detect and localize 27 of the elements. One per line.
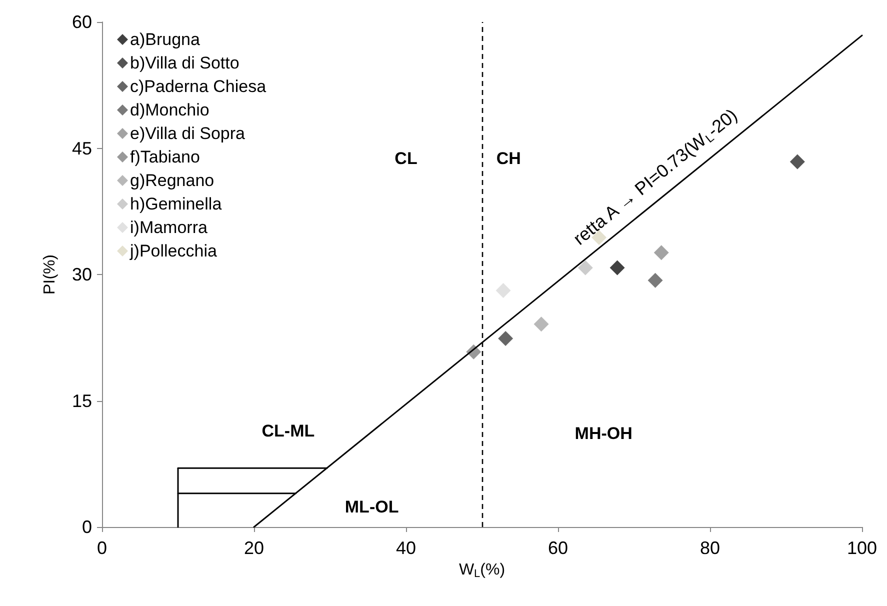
legend-label: c)Paderna Chiesa: [130, 77, 267, 96]
annotation: ML-OL: [344, 497, 399, 516]
y-tick-label: 45: [72, 138, 92, 158]
legend-label: a)Brugna: [130, 30, 200, 49]
legend-label: e)Villa di Sopra: [130, 124, 246, 143]
legend-label: h)Geminella: [130, 194, 222, 214]
x-tick-label: 20: [244, 538, 264, 558]
annotation: CH: [496, 148, 521, 168]
y-tick-label: 15: [72, 390, 92, 411]
x-tick-label: 100: [846, 538, 878, 558]
x-tick-label: 40: [396, 538, 416, 558]
annotation: CL: [394, 148, 418, 168]
legend-label: b)Villa di Sotto: [130, 54, 240, 72]
y-tick-label: 30: [72, 264, 92, 284]
y-axis-title: PI(%): [42, 254, 58, 294]
annotation: MH-OH: [574, 424, 632, 444]
x-tick-label: 60: [548, 538, 568, 558]
legend-label: g)Regnano: [130, 171, 214, 190]
y-tick-label: 0: [82, 517, 92, 537]
y-tick-label: 60: [72, 12, 92, 32]
annotation: CL-ML: [262, 422, 315, 441]
x-tick-label: 0: [96, 538, 108, 558]
legend-label: d)Monchio: [130, 100, 210, 120]
legend-label: f)Tabiano: [130, 148, 200, 166]
legend-label: i)Mamorra: [130, 218, 208, 237]
x-tick-label: 80: [700, 538, 720, 558]
legend-label: j)Pollecchia: [129, 242, 218, 260]
